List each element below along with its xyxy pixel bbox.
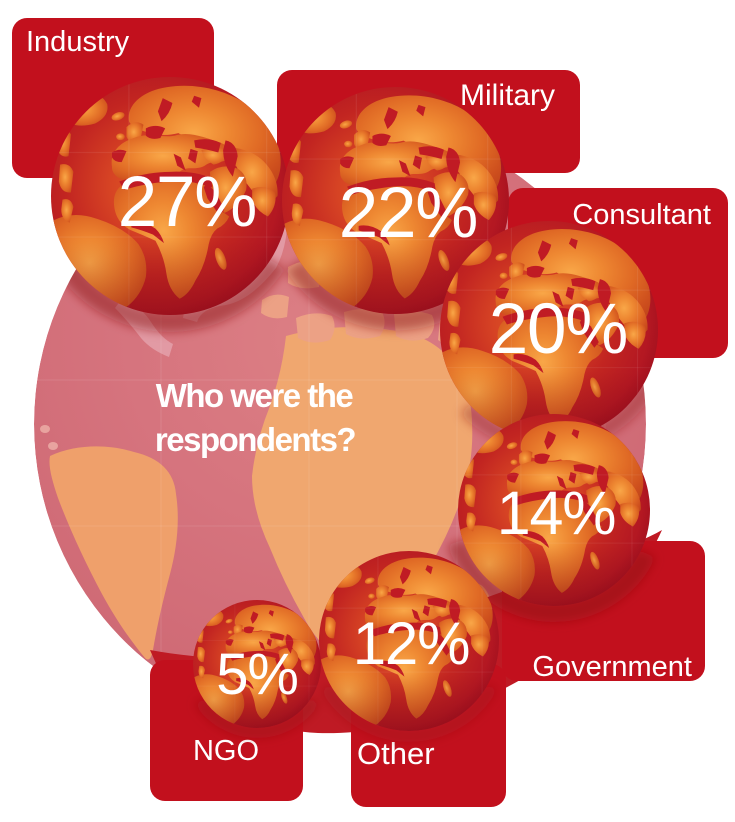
svg-text:27%: 27% [118, 163, 257, 242]
svg-text:NGO: NGO [193, 735, 259, 767]
svg-text:Military: Military [460, 79, 555, 112]
svg-text:12%: 12% [353, 610, 470, 677]
svg-text:Government: Government [532, 651, 692, 683]
svg-text:22%: 22% [339, 174, 478, 253]
svg-text:14%: 14% [497, 479, 616, 547]
svg-text:Industry: Industry [26, 26, 130, 58]
svg-text:respondents?: respondents? [155, 421, 356, 458]
svg-text:20%: 20% [489, 290, 628, 369]
svg-text:5%: 5% [216, 642, 297, 707]
svg-text:Other: Other [357, 736, 435, 771]
svg-text:Who were the: Who were the [156, 377, 354, 414]
svg-text:Consultant: Consultant [572, 199, 711, 231]
